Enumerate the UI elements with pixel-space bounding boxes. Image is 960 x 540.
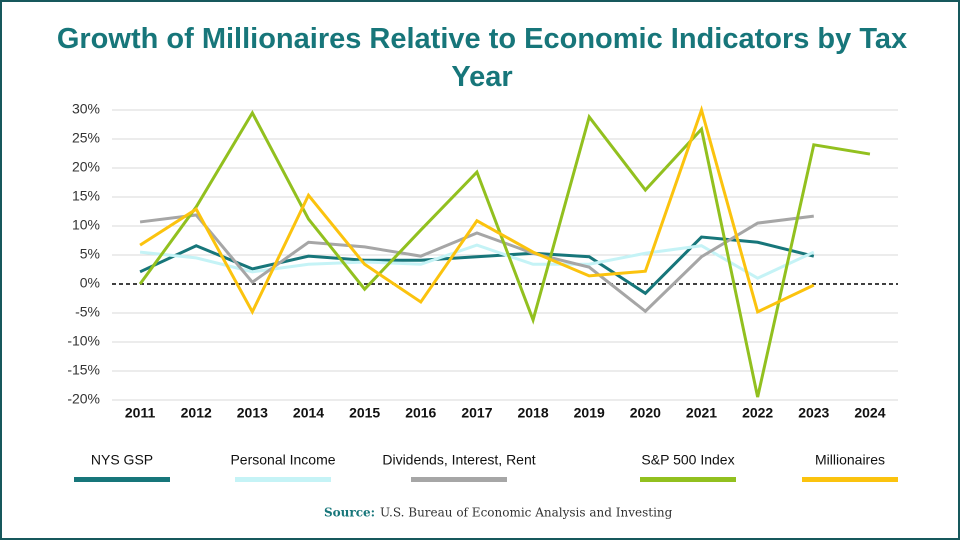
legend-swatch — [640, 477, 736, 482]
y-tick-label: 15% — [72, 188, 100, 204]
x-tick-label: 2015 — [349, 405, 380, 421]
y-tick-label: 0% — [80, 275, 100, 291]
x-tick-label: 2011 — [125, 405, 156, 421]
x-tick-label: 2013 — [237, 405, 268, 421]
y-tick-label: -10% — [67, 333, 100, 349]
y-tick-label: 30% — [72, 101, 100, 117]
series-line — [139, 213, 814, 314]
y-tick-label: 10% — [72, 217, 100, 233]
x-tick-label: 2019 — [574, 405, 605, 421]
x-tick-label: 2018 — [517, 405, 548, 421]
y-tick-label: -5% — [75, 304, 100, 320]
x-tick-label: 2023 — [798, 405, 829, 421]
legend-label: Millionaires — [815, 452, 885, 468]
y-tick-label: -20% — [67, 391, 100, 407]
legend-swatch — [235, 477, 331, 482]
chart-title: Growth of Millionaires Relative to Econo… — [56, 23, 908, 93]
legend-swatch — [802, 477, 898, 482]
series-line — [138, 109, 871, 398]
y-tick-label: 25% — [72, 130, 100, 146]
y-tick-label: 5% — [80, 246, 100, 262]
series-line — [139, 243, 815, 280]
source-label: Source: — [324, 506, 375, 520]
y-tick-label: 20% — [72, 159, 100, 175]
legend-label: Dividends, Interest, Rent — [382, 452, 535, 468]
legend-label: S&P 500 Index — [641, 452, 734, 468]
legend-label: Personal Income — [230, 452, 335, 468]
x-tick-label: 2017 — [461, 405, 492, 421]
legend-label: NYS GSP — [91, 452, 153, 468]
series-line — [139, 235, 815, 296]
x-tick-label: 2016 — [405, 405, 436, 421]
y-tick-label: -15% — [67, 362, 100, 378]
x-tick-label: 2014 — [293, 405, 324, 421]
x-tick-label: 2012 — [181, 405, 212, 421]
x-tick-label: 2022 — [742, 405, 773, 421]
x-tick-label: 2024 — [854, 405, 885, 421]
x-tick-label: 2021 — [686, 405, 717, 421]
source-text: U.S. Bureau of Economic Analysis and Inv… — [380, 506, 673, 520]
legend-swatch — [74, 477, 170, 482]
legend-swatch — [411, 477, 507, 482]
series-line — [139, 104, 815, 316]
x-tick-label: 2020 — [630, 405, 661, 421]
